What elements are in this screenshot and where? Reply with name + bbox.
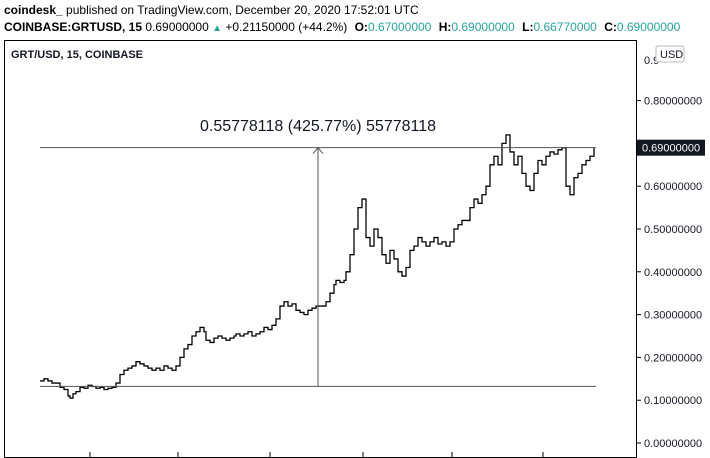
high-value: 0.69000000 [451, 20, 515, 34]
open-value: 0.67000000 [367, 20, 432, 34]
y-tick-label: 0.80000000 [644, 96, 702, 108]
y-tick-label: 0.40000000 [644, 267, 702, 279]
low-value: 0.66770000 [533, 20, 597, 34]
last-price-label: 0.69000000 [642, 143, 700, 155]
currency-label: USD [660, 49, 683, 61]
close-value: 0.69000000 [616, 20, 681, 34]
price-series [40, 134, 595, 399]
price-change: +0.21150000 (+44.2%) [225, 20, 348, 34]
publish-info: published on TradingView.com, December 2… [66, 3, 419, 17]
high-label: H: [438, 20, 452, 34]
plot-frame [4, 40, 637, 458]
measure-tool[interactable]: 0.55778118 (425.77%) 55778118 [40, 118, 596, 387]
y-tick-label: 0.50000000 [644, 224, 702, 236]
open-label: O: [354, 20, 368, 34]
publish-line: coindesk_ published on TradingView.com, … [4, 3, 419, 17]
time-axis-ticks [89, 452, 544, 458]
low-label: L: [522, 20, 534, 34]
last-price-tag [637, 139, 705, 156]
chart-title: GRT/USD, 15, COINBASE [11, 49, 143, 61]
close-label: C: [604, 20, 617, 34]
up-arrow-icon: ▲ [212, 23, 223, 34]
measure-label: 0.55778118 (425.77%) 55778118 [200, 118, 436, 135]
price-line [40, 134, 595, 399]
y-tick-label: 0.20000000 [644, 352, 702, 364]
symbol-label[interactable]: COINBASE:GRTUSD, 15 [4, 20, 143, 34]
y-tick-label: 0.30000000 [644, 310, 702, 322]
ohlc-legend: COINBASE:GRTUSD, 15 0.69000000 ▲ +0.2115… [4, 20, 680, 34]
measure-arrow-icon [312, 146, 324, 155]
publisher-name[interactable]: coindesk_ [4, 3, 63, 17]
currency-badge[interactable] [655, 45, 685, 63]
y-tick-label: 0.00000000 [644, 438, 702, 450]
y-tick-label-partial: 0.9 [644, 55, 659, 67]
price-axis[interactable]: 0.9 0.00000000 0.10000000 0.20000000 0.30000… [636, 55, 702, 450]
y-tick-label: 0.60000000 [644, 181, 702, 193]
y-tick-label: 0.10000000 [644, 395, 702, 407]
current-price: 0.69000000 [145, 20, 209, 34]
chart-header: coindesk_ published on TradingView.com, … [0, 0, 710, 40]
price-chart[interactable]: GRT/USD, 15, COINBASE 0.9 0.00000000 0.100… [0, 40, 710, 458]
